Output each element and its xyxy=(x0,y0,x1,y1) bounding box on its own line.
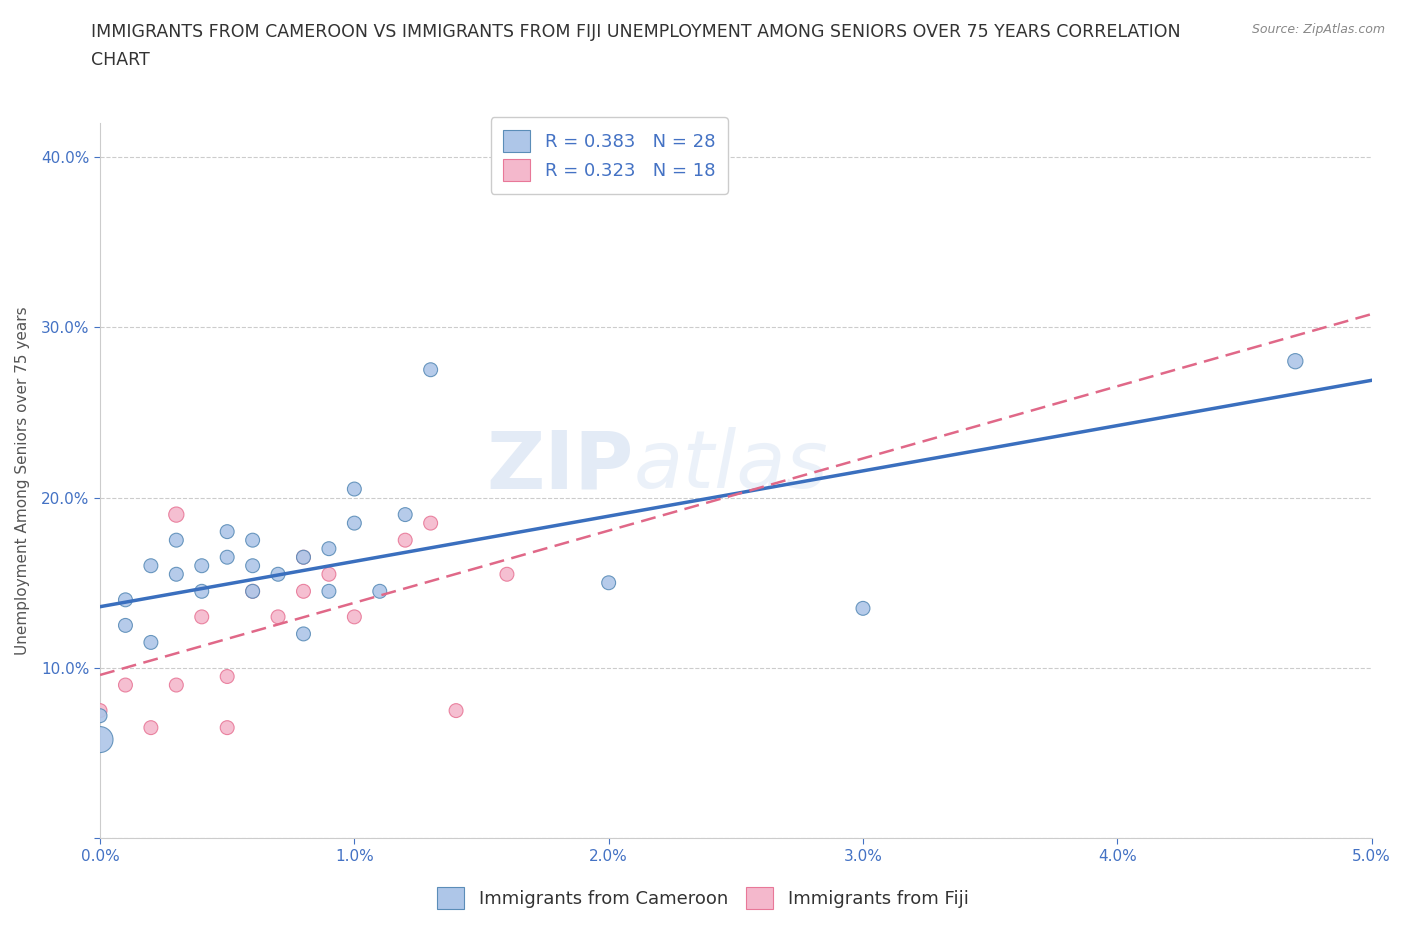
Y-axis label: Unemployment Among Seniors over 75 years: Unemployment Among Seniors over 75 years xyxy=(15,306,30,655)
Point xyxy=(242,533,264,548)
Text: ZIP: ZIP xyxy=(486,427,634,505)
Point xyxy=(267,609,290,624)
Point xyxy=(242,558,264,573)
Point xyxy=(217,720,239,735)
Point xyxy=(89,709,111,724)
Point xyxy=(343,609,366,624)
Point xyxy=(217,550,239,565)
Point xyxy=(89,703,111,718)
Point xyxy=(318,541,340,556)
Point xyxy=(292,550,315,565)
Point xyxy=(165,678,187,693)
Point xyxy=(444,703,467,718)
Point xyxy=(165,507,187,522)
Text: IMMIGRANTS FROM CAMEROON VS IMMIGRANTS FROM FIJI UNEMPLOYMENT AMONG SENIORS OVER: IMMIGRANTS FROM CAMEROON VS IMMIGRANTS F… xyxy=(91,23,1181,41)
Point xyxy=(190,558,212,573)
Point xyxy=(343,482,366,497)
Text: atlas: atlas xyxy=(634,427,830,505)
Text: Source: ZipAtlas.com: Source: ZipAtlas.com xyxy=(1251,23,1385,36)
Point xyxy=(190,609,212,624)
Point xyxy=(598,576,620,591)
Point xyxy=(217,525,239,539)
Point xyxy=(419,363,441,378)
Point xyxy=(368,584,391,599)
Point xyxy=(114,592,136,607)
Point xyxy=(318,584,340,599)
Point xyxy=(165,566,187,581)
Point xyxy=(139,558,162,573)
Point xyxy=(114,678,136,693)
Point xyxy=(318,566,340,581)
Point xyxy=(242,584,264,599)
Point xyxy=(139,720,162,735)
Point xyxy=(496,566,519,581)
Point xyxy=(242,584,264,599)
Point xyxy=(165,533,187,548)
Point xyxy=(419,515,441,530)
Point xyxy=(217,669,239,684)
Legend: Immigrants from Cameroon, Immigrants from Fiji: Immigrants from Cameroon, Immigrants fro… xyxy=(430,880,976,916)
Point xyxy=(267,566,290,581)
Point xyxy=(292,550,315,565)
Point xyxy=(343,515,366,530)
Point xyxy=(1284,353,1306,368)
Point xyxy=(394,533,416,548)
Point xyxy=(139,635,162,650)
Point xyxy=(292,627,315,642)
Text: CHART: CHART xyxy=(91,51,150,69)
Point xyxy=(394,507,416,522)
Point xyxy=(89,732,111,747)
Point xyxy=(190,584,212,599)
Point xyxy=(114,618,136,632)
Point xyxy=(292,584,315,599)
Point xyxy=(852,601,875,616)
Legend: R = 0.383   N = 28, R = 0.323   N = 18: R = 0.383 N = 28, R = 0.323 N = 18 xyxy=(491,117,728,193)
